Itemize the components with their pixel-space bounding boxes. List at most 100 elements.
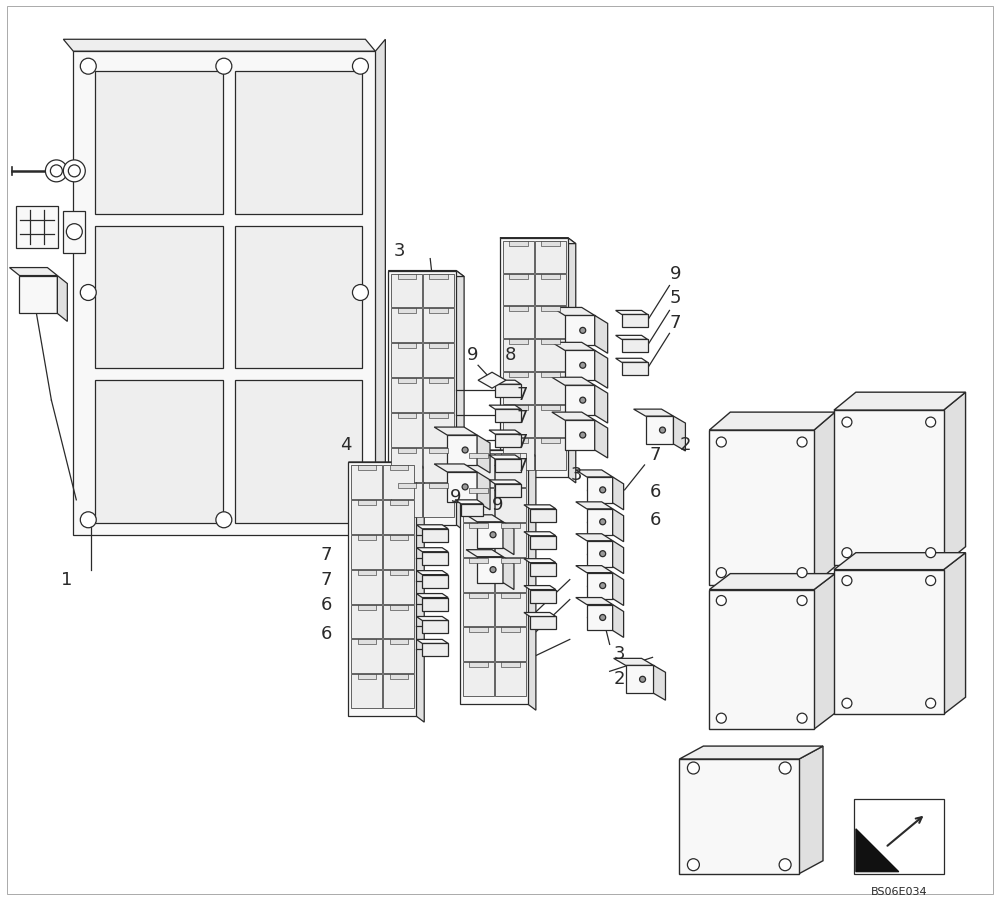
Polygon shape (503, 274, 534, 305)
Polygon shape (398, 378, 416, 383)
Polygon shape (469, 558, 488, 562)
Polygon shape (391, 448, 422, 482)
Polygon shape (10, 267, 57, 275)
Polygon shape (388, 271, 456, 525)
Text: 3: 3 (614, 645, 625, 663)
Polygon shape (383, 605, 414, 638)
Text: 3: 3 (571, 466, 582, 484)
Polygon shape (388, 271, 464, 276)
Polygon shape (509, 438, 528, 443)
Polygon shape (541, 306, 560, 311)
Polygon shape (95, 380, 223, 523)
Polygon shape (501, 592, 520, 598)
Polygon shape (463, 662, 494, 697)
Polygon shape (398, 483, 416, 488)
Polygon shape (390, 674, 408, 680)
Circle shape (842, 698, 852, 708)
Polygon shape (235, 380, 362, 523)
Polygon shape (57, 275, 67, 321)
Circle shape (926, 417, 936, 428)
Polygon shape (477, 472, 490, 509)
Polygon shape (503, 373, 534, 404)
Polygon shape (348, 462, 416, 716)
Polygon shape (799, 746, 823, 874)
Text: 5: 5 (669, 290, 681, 308)
Polygon shape (503, 438, 534, 470)
Circle shape (600, 518, 606, 525)
Text: 7: 7 (517, 457, 528, 475)
Polygon shape (509, 373, 528, 377)
Polygon shape (495, 592, 526, 626)
Polygon shape (358, 674, 376, 680)
Polygon shape (524, 586, 556, 590)
Polygon shape (503, 405, 534, 437)
Polygon shape (634, 410, 673, 416)
Polygon shape (614, 659, 654, 665)
Polygon shape (469, 453, 488, 458)
Polygon shape (477, 522, 503, 548)
Text: 6: 6 (321, 626, 332, 644)
Polygon shape (576, 502, 613, 508)
Polygon shape (530, 508, 556, 522)
Text: BS06E034: BS06E034 (870, 886, 927, 896)
Text: 7: 7 (650, 446, 661, 464)
Polygon shape (565, 350, 595, 380)
Polygon shape (19, 275, 57, 313)
Polygon shape (390, 465, 408, 470)
Polygon shape (595, 350, 608, 388)
Polygon shape (383, 535, 414, 569)
Polygon shape (495, 488, 526, 522)
Text: 7: 7 (517, 433, 528, 451)
Text: 7: 7 (321, 571, 332, 589)
Text: 2: 2 (679, 436, 691, 454)
Polygon shape (383, 500, 414, 534)
Polygon shape (616, 358, 648, 363)
Polygon shape (423, 448, 454, 482)
Polygon shape (390, 500, 408, 505)
Circle shape (797, 568, 807, 578)
Polygon shape (429, 274, 448, 278)
Polygon shape (587, 572, 613, 598)
Polygon shape (541, 438, 560, 443)
Polygon shape (460, 450, 528, 704)
Text: 6: 6 (650, 511, 661, 529)
Polygon shape (422, 552, 448, 564)
Circle shape (687, 859, 699, 870)
Polygon shape (613, 477, 624, 509)
Polygon shape (530, 590, 556, 602)
Polygon shape (422, 644, 448, 656)
Polygon shape (814, 573, 835, 729)
Circle shape (842, 417, 852, 428)
Polygon shape (416, 594, 448, 598)
Polygon shape (530, 536, 556, 549)
Polygon shape (622, 314, 648, 328)
Circle shape (779, 762, 791, 774)
Polygon shape (429, 413, 448, 418)
Polygon shape (503, 522, 514, 554)
Polygon shape (616, 310, 648, 314)
Polygon shape (501, 558, 520, 562)
Polygon shape (469, 523, 488, 527)
Polygon shape (416, 616, 448, 620)
Text: 9: 9 (669, 265, 681, 283)
Circle shape (63, 160, 85, 182)
Polygon shape (565, 315, 595, 346)
Polygon shape (358, 570, 376, 574)
Polygon shape (390, 570, 408, 574)
Polygon shape (587, 477, 613, 503)
Circle shape (716, 437, 726, 447)
Polygon shape (390, 535, 408, 540)
Polygon shape (235, 226, 362, 368)
Polygon shape (503, 306, 534, 338)
Polygon shape (613, 541, 624, 573)
Circle shape (716, 568, 726, 578)
Polygon shape (463, 453, 494, 487)
Polygon shape (814, 412, 835, 585)
Circle shape (66, 224, 82, 239)
Polygon shape (501, 627, 520, 633)
Circle shape (490, 532, 496, 537)
Polygon shape (856, 829, 899, 872)
Polygon shape (524, 505, 556, 508)
Polygon shape (679, 746, 823, 759)
Polygon shape (466, 515, 503, 522)
